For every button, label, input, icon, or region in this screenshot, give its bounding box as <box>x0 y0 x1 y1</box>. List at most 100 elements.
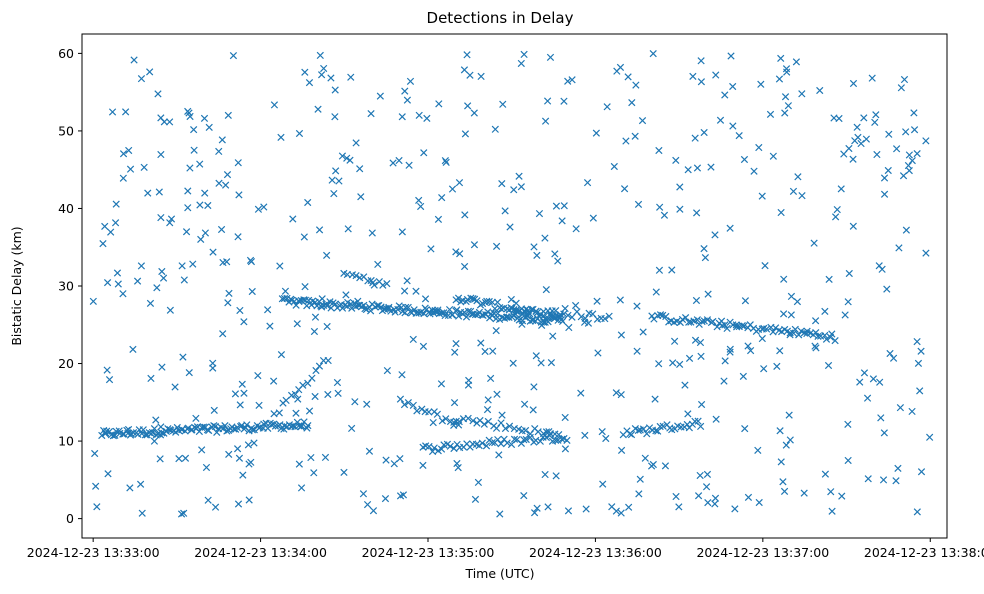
data-point <box>700 128 708 137</box>
data-point <box>849 79 858 88</box>
data-point <box>396 492 405 500</box>
data-point <box>180 276 188 284</box>
data-point <box>119 290 127 298</box>
data-point <box>777 208 785 217</box>
data-point <box>317 71 326 79</box>
data-point <box>130 56 138 64</box>
data-point <box>221 181 230 189</box>
data-point <box>798 192 806 200</box>
data-point <box>470 109 478 117</box>
data-point <box>541 117 550 125</box>
data-point <box>221 422 229 430</box>
data-point <box>780 487 789 495</box>
data-point <box>696 338 705 347</box>
data-point <box>726 348 734 356</box>
data-point <box>656 203 664 211</box>
data-point <box>400 287 409 295</box>
data-point <box>899 172 908 180</box>
data-point <box>711 494 720 502</box>
data-point <box>510 435 519 443</box>
data-point <box>419 461 427 470</box>
data-point <box>446 442 454 450</box>
data-point <box>694 492 703 500</box>
data-point <box>438 193 446 202</box>
data-point <box>668 266 676 274</box>
data-point <box>215 147 223 156</box>
data-point <box>871 118 879 126</box>
data-point <box>359 490 368 498</box>
data-point <box>731 505 739 513</box>
data-point <box>697 78 706 86</box>
data-point <box>729 122 737 130</box>
data-point <box>158 267 166 276</box>
data-point <box>224 111 232 120</box>
data-point <box>703 316 712 324</box>
data-point <box>628 99 636 107</box>
data-point <box>812 344 820 352</box>
data-point <box>305 407 314 415</box>
data-point <box>469 294 477 303</box>
data-point <box>175 455 183 463</box>
data-point <box>293 320 301 328</box>
data-point <box>157 213 165 222</box>
data-point <box>113 269 122 277</box>
data-point <box>119 174 127 182</box>
data-point <box>332 167 340 175</box>
data-point <box>129 428 138 437</box>
data-point <box>429 309 438 317</box>
data-point <box>633 302 641 310</box>
data-point <box>109 432 118 440</box>
data-point <box>266 322 274 330</box>
data-point <box>880 190 889 198</box>
data-point <box>486 374 495 383</box>
data-point <box>499 100 507 108</box>
data-point <box>297 484 306 492</box>
data-point <box>157 423 165 431</box>
data-point <box>148 428 157 437</box>
data-point <box>454 463 462 472</box>
data-point <box>240 318 248 326</box>
data-point <box>672 492 680 501</box>
x-tick-label: 2024-12-23 13:36:00 <box>529 545 662 560</box>
data-point <box>108 108 117 116</box>
data-point <box>154 90 162 98</box>
data-point <box>434 306 442 314</box>
data-point <box>91 449 99 458</box>
data-point <box>572 225 580 233</box>
data-point <box>423 114 431 123</box>
data-point <box>478 439 486 447</box>
data-point <box>335 177 343 185</box>
data-point <box>784 102 793 110</box>
data-point <box>347 73 355 81</box>
data-point <box>204 496 212 504</box>
data-point <box>362 305 371 314</box>
data-point <box>352 272 360 280</box>
data-point <box>922 249 930 257</box>
data-point <box>720 377 728 385</box>
data-point <box>828 330 836 338</box>
data-point <box>419 342 428 351</box>
data-point <box>697 400 706 409</box>
data-point <box>910 109 918 117</box>
data-point <box>139 426 147 434</box>
data-point <box>542 428 551 436</box>
data-point <box>777 458 785 466</box>
data-point <box>334 389 342 397</box>
data-point <box>429 418 437 427</box>
data-point <box>656 311 665 319</box>
data-point <box>892 477 900 485</box>
data-point <box>396 395 405 403</box>
data-point <box>755 498 763 507</box>
x-tick-label: 2024-12-23 13:37:00 <box>696 545 829 560</box>
data-point <box>840 150 848 158</box>
data-point <box>605 312 613 320</box>
data-point <box>691 417 699 425</box>
y-axis-label: Bistatic Delay (km) <box>9 226 24 345</box>
data-point <box>211 503 220 511</box>
data-point <box>363 400 371 408</box>
data-point <box>310 469 318 477</box>
data-point <box>608 503 616 511</box>
data-point <box>401 87 409 95</box>
data-point <box>111 219 120 227</box>
data-point <box>824 361 833 370</box>
